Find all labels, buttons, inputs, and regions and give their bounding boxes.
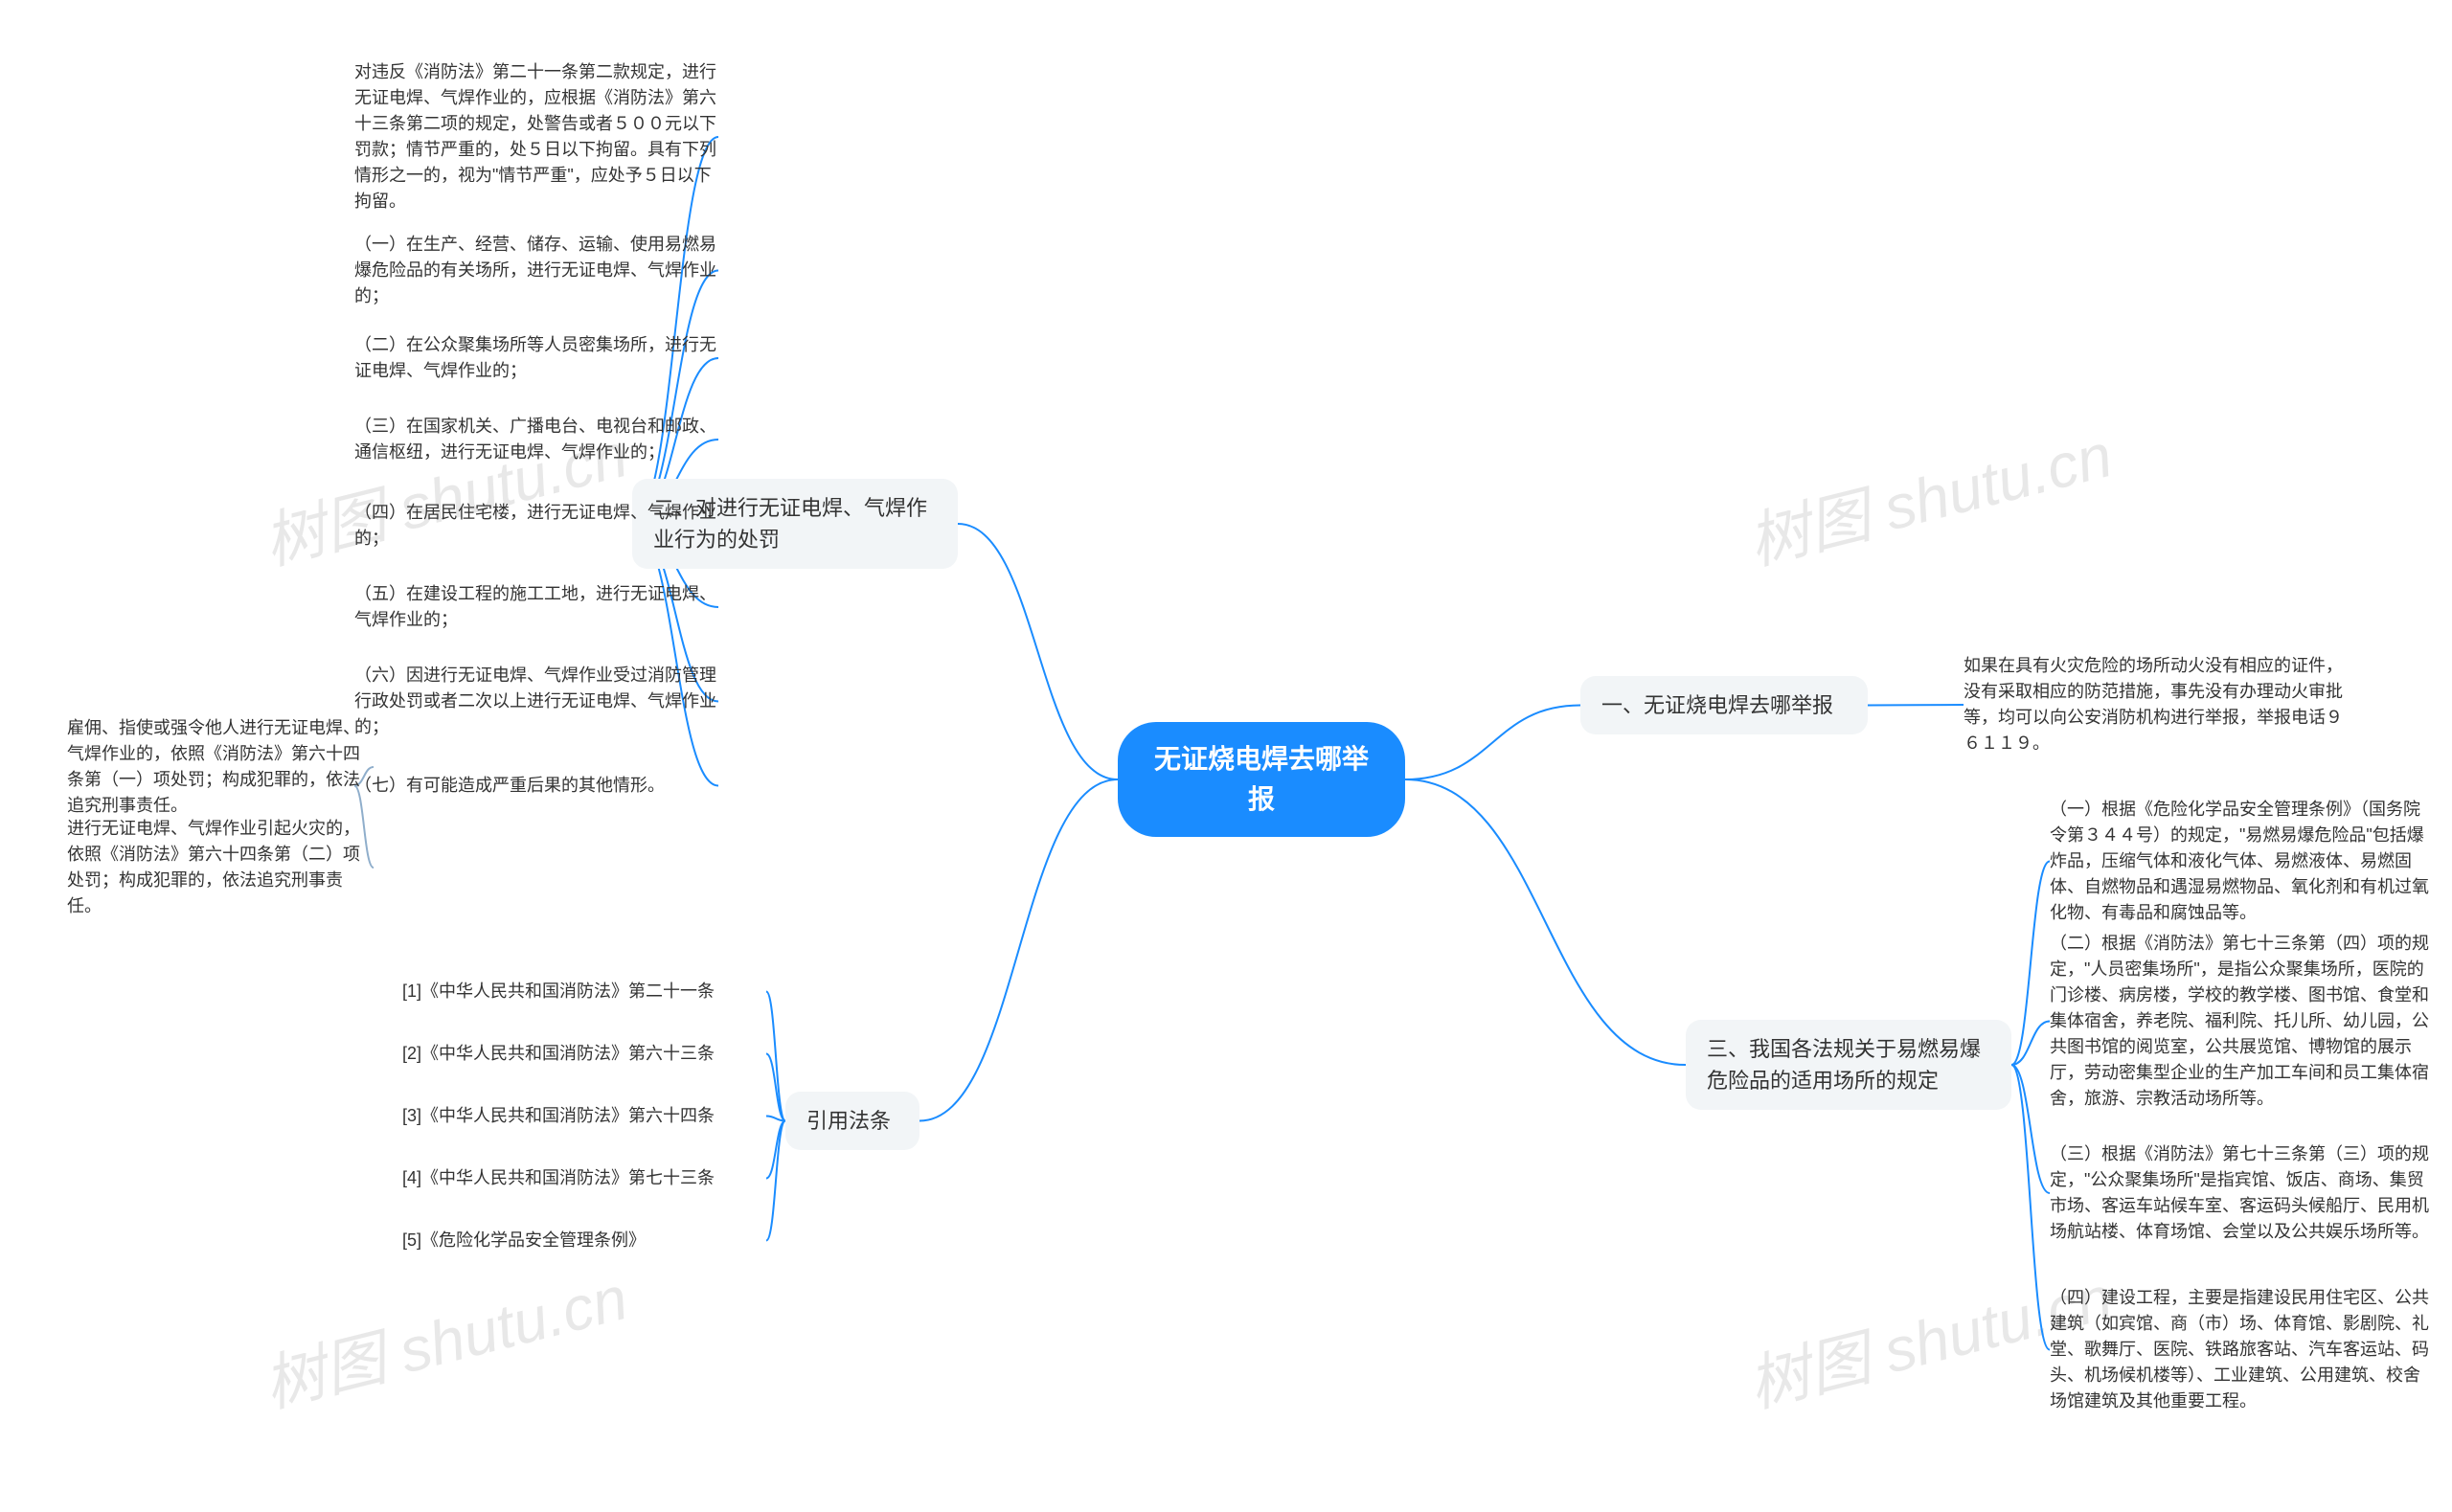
leaf-l1-7a: 雇佣、指使或强令他人进行无证电焊、气焊作业的，依照《消防法》第六十四条第（一）项… bbox=[67, 713, 374, 821]
leaf-l2-5: [5]《危险化学品安全管理条例》 bbox=[402, 1226, 766, 1255]
leaf-l2-1: [1]《中华人民共和国消防法》第二十一条 bbox=[402, 977, 766, 1006]
leaf-r2-1: （一）根据《危险化学品安全管理条例》（国务院令第３４４号）的规定，"易燃易爆危险… bbox=[2050, 795, 2433, 928]
leaf-l1-7b: 进行无证电焊、气焊作业引起火灾的，依照《消防法》第六十四条第（二）项处罚；构成犯… bbox=[67, 814, 374, 921]
branch-r2[interactable]: 三、我国各法规关于易燃易爆危险品的适用场所的规定 bbox=[1686, 1020, 2011, 1110]
leaf-l2-4: [4]《中华人民共和国消防法》第七十三条 bbox=[402, 1163, 766, 1193]
leaf-l1-6: （六）因进行无证电焊、气焊作业受过消防管理行政处罚或者二次以上进行无证电焊、气焊… bbox=[354, 661, 718, 742]
leaf-l1-5: （五）在建设工程的施工工地，进行无证电焊、气焊作业的； bbox=[354, 579, 718, 635]
watermark: 树图 shutu.cn bbox=[1738, 406, 2120, 581]
leaf-l1-3: （三）在国家机关、广播电台、电视台和邮政、通信枢纽，进行无证电焊、气焊作业的； bbox=[354, 412, 718, 467]
leaf-l1-1: （一）在生产、经营、储存、运输、使用易燃易爆危险品的有关场所，进行无证电焊、气焊… bbox=[354, 230, 718, 311]
leaf-l2-3: [3]《中华人民共和国消防法》第六十四条 bbox=[402, 1101, 766, 1131]
leaf-r2-4: （四）建设工程，主要是指建设民用住宅区、公共建筑（如宾馆、商（市）场、体育馆、影… bbox=[2050, 1283, 2433, 1416]
leaf-l1-0: 对违反《消防法》第二十一条第二款规定，进行无证电焊、气焊作业的，应根据《消防法》… bbox=[354, 57, 718, 216]
leaf-r2-3: （三）根据《消防法》第七十三条第（三）项的规定，"公众聚集场所"是指宾馆、饭店、… bbox=[2050, 1140, 2433, 1247]
branch-r1[interactable]: 一、无证烧电焊去哪举报 bbox=[1580, 676, 1868, 734]
leaf-l2-2: [2]《中华人民共和国消防法》第六十三条 bbox=[402, 1039, 766, 1069]
leaf-l1-2: （二）在公众聚集场所等人员密集场所，进行无证电焊、气焊作业的； bbox=[354, 330, 718, 386]
branch-l2[interactable]: 引用法条 bbox=[785, 1092, 920, 1150]
watermark: 树图 shutu.cn bbox=[254, 1249, 635, 1424]
leaf-l1-7: （七）有可能造成严重后果的其他情形。 bbox=[354, 771, 718, 801]
leaf-r1-1: 如果在具有火灾危险的场所动火没有相应的证件，没有采取相应的防范措施，事先没有办理… bbox=[1964, 651, 2347, 758]
mindmap-root[interactable]: 无证烧电焊去哪举报 bbox=[1118, 722, 1405, 837]
leaf-l1-4: （四）在居民住宅楼，进行无证电焊、气焊作业的； bbox=[354, 498, 718, 553]
leaf-r2-2: （二）根据《消防法》第七十三条第（四）项的规定，"人员密集场所"，是指公众聚集场… bbox=[2050, 929, 2433, 1114]
